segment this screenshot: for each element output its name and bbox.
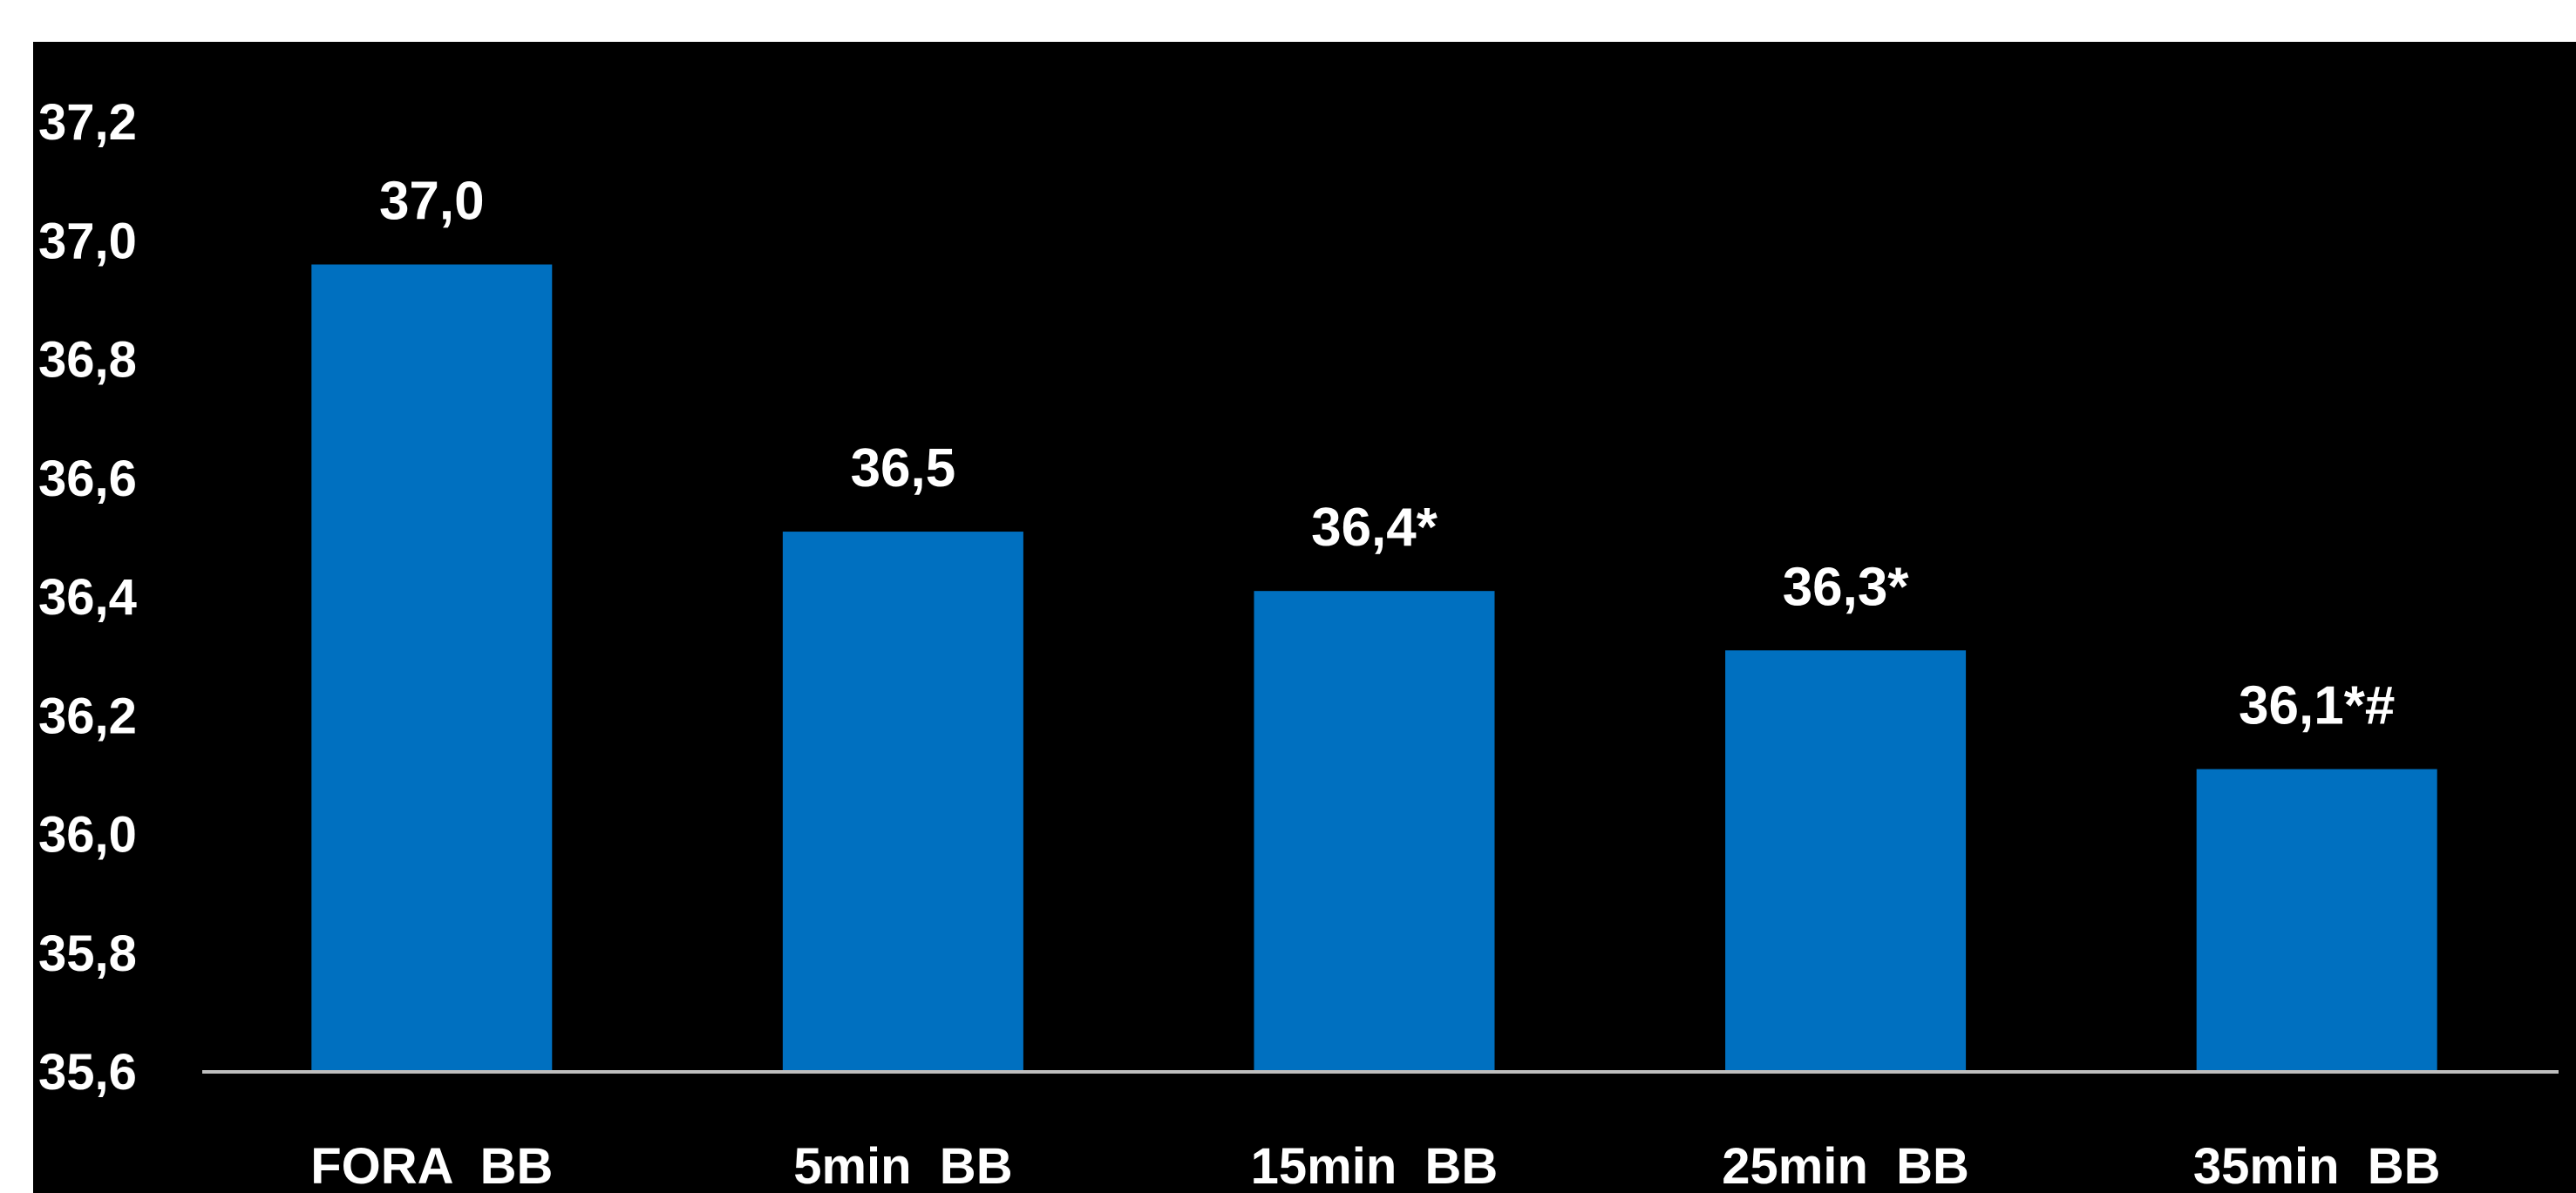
y-tick-label: 36,2: [38, 688, 137, 744]
bar-value-label: 36,3*: [1783, 557, 1910, 617]
x-category-label: FORA BB: [310, 1138, 553, 1193]
data-labels: 37,0 36,5 36,4* 36,3* 36,1*#: [379, 172, 2395, 736]
x-axis-category-labels: FORA BB 5min BB 15min BB 25min BB 35min BB: [310, 1138, 2440, 1193]
bar: [782, 532, 1023, 1072]
x-category-label: 25min BB: [1722, 1138, 1969, 1193]
x-category-label: 35min BB: [2193, 1138, 2441, 1193]
bar-value-label: 37,0: [379, 172, 485, 232]
bar: [1254, 591, 1495, 1072]
y-tick-label: 36,0: [38, 807, 137, 864]
y-tick-label: 35,8: [38, 925, 137, 982]
x-category-label: 5min BB: [793, 1138, 1012, 1193]
y-tick-label: 36,4: [38, 569, 137, 626]
y-tick-label: 36,8: [38, 332, 137, 389]
bar-value-label: 36,1*#: [2239, 676, 2395, 736]
y-tick-label: 37,0: [38, 213, 137, 269]
bar-value-label: 36,4*: [1311, 498, 1438, 558]
x-category-label: 15min BB: [1251, 1138, 1499, 1193]
bar-series: [311, 264, 2437, 1072]
y-tick-label: 35,6: [38, 1044, 137, 1101]
y-tick-label: 37,2: [38, 94, 137, 151]
bar: [1725, 650, 1967, 1072]
bar: [311, 264, 553, 1072]
bar: [2196, 769, 2437, 1072]
y-axis-tick-labels: 35,6 35,8 36,0 36,2 36,4 36,6 36,8 37,0 37,2: [38, 94, 137, 1101]
y-tick-label: 36,6: [38, 451, 137, 507]
bar-value-label: 36,5: [851, 438, 956, 498]
